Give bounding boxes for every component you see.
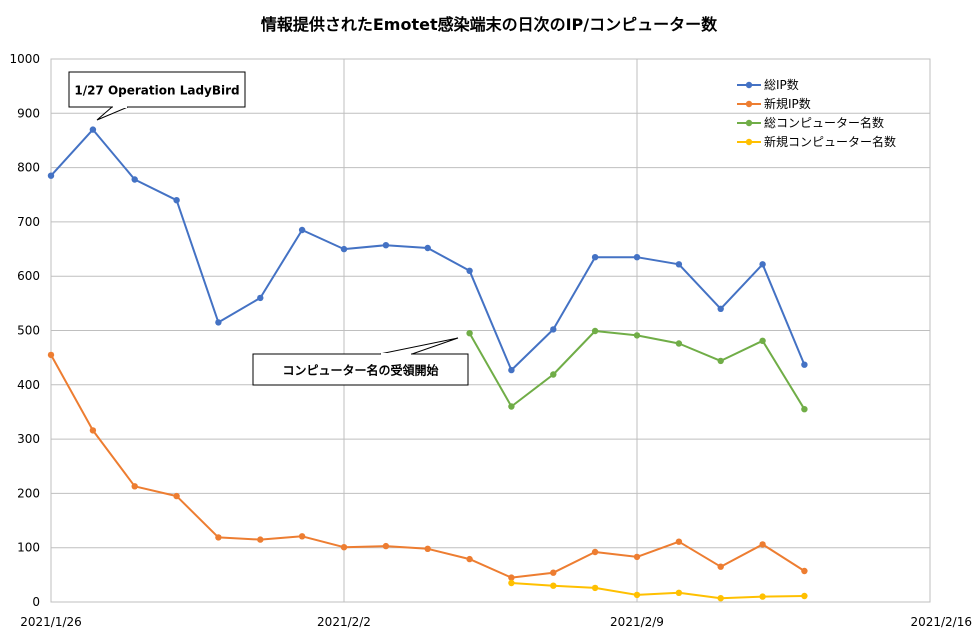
data-point [131,483,138,490]
data-point [508,366,515,374]
data-point [508,579,515,587]
data-point [759,261,766,268]
data-point [717,563,724,570]
legend-label: 新規IP数 [764,96,811,111]
x-tick-label: 2021/2/9 [610,615,664,629]
legend-item: 新規コンピューター名数 [737,134,896,149]
data-point [466,555,473,563]
data-point [675,538,683,545]
y-tick-label: 600 [17,269,40,283]
x-tick-label: 2021/2/16 [910,615,972,629]
legend-label: 新規コンピューター名数 [764,134,896,149]
legend-label: 総コンピューター名数 [764,115,884,130]
data-point [298,226,306,234]
data-point [759,593,766,600]
annotation-box [252,353,469,386]
data-point [131,176,138,183]
series-line [511,582,805,600]
data-point [675,589,683,596]
y-tick-label: 700 [17,215,40,229]
data-point [675,340,683,347]
data-point [257,536,264,543]
data-point [633,254,641,261]
annotation-pointer [379,337,459,355]
y-tick-label: 500 [17,324,40,338]
data-point [89,427,97,434]
series-4 [508,579,808,602]
annotation-callout: コンピューター名の受領開始 [252,337,469,386]
data-point [591,254,599,261]
data-point [717,357,724,365]
data-point [550,371,557,378]
legend-item: 総コンピューター名数 [737,115,884,130]
data-point [550,569,557,576]
data-point [591,584,599,592]
data-point [173,492,180,500]
annotation-text: コンピューター名の受領開始 [282,363,438,378]
chart-title: 情報提供されたEmotet感染端末の日次のIP/コンピューター数 [261,15,718,34]
data-point [633,553,641,561]
data-point [466,267,473,274]
data-point [215,319,222,326]
data-point [508,574,515,581]
y-tick-label: 200 [17,486,40,500]
data-point [257,294,264,302]
data-point [382,542,390,550]
y-tick-label: 100 [17,541,40,555]
series-3 [466,327,808,413]
data-point [47,351,55,359]
annotation-text: 1/27 Operation LadyBird [74,84,239,98]
data-point [340,544,348,551]
y-tick-label: 400 [17,378,40,392]
data-point [591,327,599,335]
data-point [759,337,766,344]
series-2 [47,351,808,581]
x-tick-label: 2021/1/26 [20,615,82,629]
data-point [424,545,431,552]
legend-item: 総IP数 [737,77,799,92]
data-point [633,591,641,599]
data-point [591,548,599,556]
data-point [759,541,766,548]
data-point [298,533,306,540]
legend-marker [745,119,753,127]
y-tick-label: 0 [32,595,40,609]
data-point [173,197,180,204]
legend-marker [745,81,753,89]
series-line [50,354,805,579]
data-point [340,245,348,253]
y-tick-label: 900 [17,106,40,120]
data-point [466,330,473,337]
legend-marker [745,100,753,108]
data-point [801,592,808,600]
data-point [550,326,557,333]
y-tick-label: 1000 [9,52,40,66]
data-point [717,595,724,602]
data-point [801,406,808,413]
data-point [675,261,683,268]
data-point [801,361,808,368]
data-point [508,403,515,410]
data-point [633,332,641,339]
annotation-callout: 1/27 Operation LadyBird [68,71,246,121]
legend-label: 総IP数 [764,77,799,92]
series-1 [47,126,808,374]
annotation-box [68,71,246,108]
data-point [47,172,55,179]
y-tick-label: 800 [17,161,40,175]
legend-item: 新規IP数 [737,96,811,111]
data-point [424,244,431,252]
data-point [801,567,808,575]
data-point [382,242,390,249]
y-tick-label: 300 [17,432,40,446]
x-tick-label: 2021/2/2 [317,615,371,629]
data-point [89,126,97,133]
data-point [717,305,724,312]
data-point [550,582,557,589]
legend-marker [745,138,753,146]
data-point [215,534,222,541]
